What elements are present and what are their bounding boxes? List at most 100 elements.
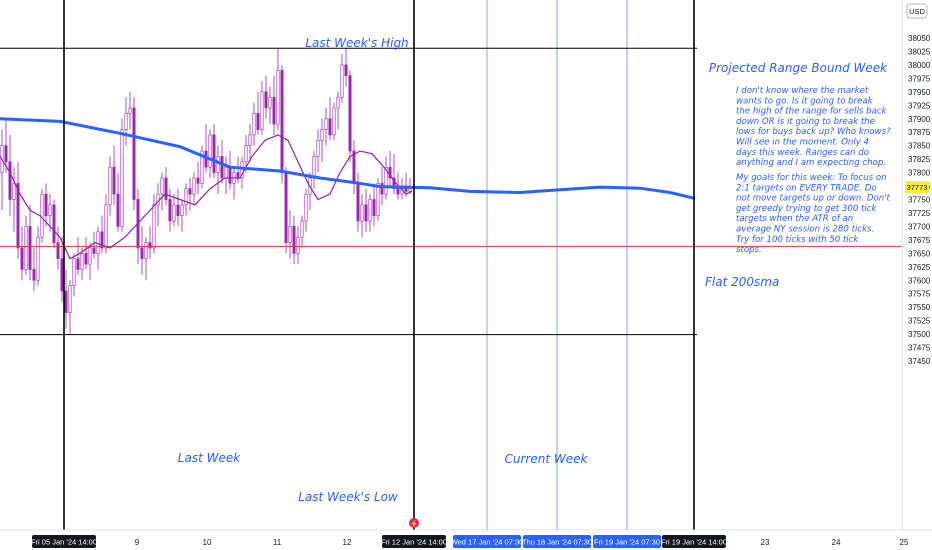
candle [160, 172, 164, 211]
note-line: 2:1 targets on EVERY TRADE. Do [736, 183, 877, 193]
candle-body [168, 199, 172, 222]
candle-body [56, 242, 60, 260]
current-price-label: 37773 [907, 183, 928, 192]
candle [304, 188, 308, 232]
candle-body [364, 204, 368, 222]
candle-body [112, 166, 116, 195]
candle [68, 280, 72, 335]
candle-body [396, 188, 400, 195]
time-tick: 10 [203, 538, 212, 547]
candle-body [36, 236, 40, 281]
candle-body [344, 64, 348, 76]
candle-body [284, 172, 288, 243]
note-line: days this week. Ranges can do [736, 148, 869, 158]
candle [360, 194, 364, 238]
candle-body [44, 193, 48, 216]
time-badge-label: Fri 05 Jan '24 14:00 [31, 538, 97, 547]
time-badge [662, 535, 726, 548]
candle [288, 210, 292, 259]
price-tick: 37725 [908, 209, 931, 218]
candle [104, 194, 108, 254]
candle-body [12, 183, 16, 200]
ema-line [0, 134, 413, 260]
candle-body [340, 64, 344, 98]
note-line: the high of the range for sells back [736, 107, 888, 117]
candle [384, 156, 388, 200]
time-tick: 11 [273, 538, 282, 547]
cursor-time-badge-label: Fri 19 Jan '24 07:30 [594, 538, 660, 547]
lightning-event-icon[interactable] [409, 518, 419, 528]
candle [40, 188, 44, 243]
candle [264, 75, 268, 119]
candle-body [164, 177, 168, 200]
candle-body [88, 247, 92, 265]
candle-body [4, 145, 8, 163]
last-week-high-label: Last Week's High [305, 36, 408, 50]
candle-body [144, 242, 148, 260]
candle-body [296, 236, 300, 254]
candle [284, 167, 288, 254]
candle-body [84, 253, 88, 265]
candle [296, 226, 300, 265]
price-tick: 38050 [908, 34, 931, 43]
note-line: stops. [736, 245, 762, 255]
time-axis[interactable]: 9 10 11 12 23 24 25 Fri 05 Jan '24 14:00 Fri 12… [0, 518, 932, 548]
time-axis-badges: Fri 05 Jan '24 14:00 Fri 12 Jan '24 14:00… [31, 535, 727, 548]
price-tick: 37975 [908, 74, 931, 83]
candle-body [64, 290, 68, 313]
note-line: average NY session is 280 ticks. [736, 225, 874, 235]
candle-body [60, 258, 64, 292]
candle [268, 86, 272, 125]
candle-body [324, 118, 328, 130]
candle-body [224, 166, 228, 179]
time-tick: 25 [900, 538, 909, 547]
candle [172, 194, 176, 227]
price-tick: 37675 [908, 236, 931, 245]
candle [140, 226, 144, 275]
cursor-time-badge-label: Thu 18 Jan '24 07:30 [522, 538, 592, 547]
candle-body [132, 107, 136, 200]
note-line: lows for buys back up? Who knows? [736, 127, 891, 137]
candle-body [216, 156, 220, 173]
price-tick: 38025 [908, 47, 931, 56]
price-tick-labels: 38050 38025 38000 37975 37950 37925 37900 37875… [908, 34, 931, 366]
candle [292, 215, 296, 265]
time-badge-label: Fri 19 Jan '24 14:00 [661, 538, 727, 547]
cursor-time-badge [453, 535, 521, 548]
price-tick: 37575 [908, 290, 931, 299]
candle [344, 48, 348, 87]
candle [340, 54, 344, 103]
candle [8, 134, 12, 216]
candle-body [388, 166, 392, 179]
candle [84, 237, 88, 270]
candle [256, 91, 260, 135]
current-price-badge [905, 181, 929, 194]
candle [132, 97, 136, 211]
candle-body [320, 129, 324, 141]
candle-body [280, 70, 284, 173]
candle-body [360, 204, 364, 222]
note-paragraph-2: My goals for this week: To focus on2:1 t… [736, 173, 891, 255]
price-tick: 37825 [908, 155, 931, 164]
candle-body [20, 247, 24, 270]
candle-body [248, 134, 252, 146]
candle-body [188, 188, 192, 195]
candle [372, 183, 376, 227]
candle-body [268, 96, 272, 109]
note-line: get greedy trying to get 300 tick [736, 204, 878, 214]
candle-body [336, 96, 340, 109]
candle-body [244, 145, 248, 163]
currency-badge[interactable] [906, 3, 928, 19]
candle-body [240, 161, 244, 179]
candle-body [92, 247, 96, 254]
price-axis[interactable]: USD 380503802538000379753795037925379003… [901, 0, 931, 530]
blue-vertical-guides [486, 0, 628, 530]
note-line: My goals for this week: To focus on [736, 173, 887, 183]
candle-body [116, 193, 120, 227]
candle [192, 172, 196, 205]
candle [128, 91, 132, 130]
candle [368, 194, 372, 232]
candle-body [264, 91, 268, 109]
note-line: down OR is it going to break the [736, 117, 875, 127]
